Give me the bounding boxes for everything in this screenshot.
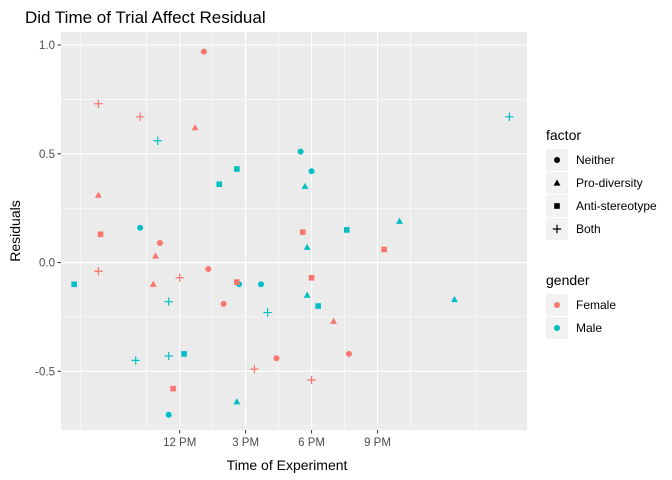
legend-label: Neither <box>576 153 615 167</box>
legend-label: Pro-diversity <box>576 176 643 190</box>
legend-key-symbol <box>554 157 560 163</box>
x-axis-title: Time of Experiment <box>227 457 348 473</box>
data-point <box>175 273 184 282</box>
data-point <box>191 124 199 131</box>
data-point <box>164 351 173 361</box>
data-point <box>135 112 145 122</box>
legend-key-symbol <box>554 302 560 308</box>
legend-label: Anti-stereotype <box>576 199 657 213</box>
data-point <box>97 231 104 238</box>
data-point <box>308 168 315 175</box>
data-point <box>71 281 77 288</box>
data-point <box>273 355 280 362</box>
chart-title: Did Time of Trial Affect Residual <box>25 8 266 27</box>
data-point <box>149 280 157 287</box>
data-point <box>263 308 272 317</box>
data-point <box>94 267 103 276</box>
legend-key-symbol <box>554 325 560 331</box>
legends: factor Neither Pro-diversity Anti-stereotyp… <box>546 127 657 339</box>
x-tick-label: 12 PM <box>163 437 196 449</box>
x-tick-label: 9 PM <box>364 437 391 449</box>
data-point <box>301 182 309 190</box>
data-point <box>94 191 102 198</box>
data-point <box>308 274 315 281</box>
legend-title: factor <box>546 127 581 143</box>
y-tick-label: 0.5 <box>39 149 55 161</box>
data-point <box>381 246 387 253</box>
data-point <box>205 266 212 273</box>
data-point <box>94 99 103 108</box>
legend-label: Male <box>576 321 602 335</box>
data-point <box>216 181 223 188</box>
data-point <box>165 411 172 418</box>
data-point <box>234 166 240 172</box>
data-point <box>250 364 259 374</box>
data-point <box>152 252 159 259</box>
data-point <box>315 303 321 309</box>
data-point <box>451 295 458 303</box>
data-point <box>137 224 144 231</box>
data-point <box>299 229 306 235</box>
data-point <box>200 48 207 55</box>
data-point <box>505 112 514 122</box>
legend-label: Both <box>576 222 601 236</box>
legend-key-symbol <box>552 224 562 234</box>
data-point <box>345 350 352 357</box>
legend-key-symbol <box>553 179 561 186</box>
data-point <box>303 243 311 250</box>
data-point <box>396 217 403 224</box>
data-point <box>233 398 241 405</box>
data-point <box>330 317 337 324</box>
major-gridlines <box>61 32 527 430</box>
data-point <box>220 300 227 307</box>
y-tick-label: 1.0 <box>39 40 55 52</box>
y-axis-title: Residuals <box>7 200 23 261</box>
data-point <box>164 297 173 306</box>
data-point <box>156 239 163 246</box>
y-tick-label: -0.5 <box>35 366 55 378</box>
data-point <box>258 281 265 288</box>
x-tick-label: 6 PM <box>298 437 325 449</box>
data-point <box>303 291 311 298</box>
data-point <box>343 227 350 233</box>
legend-key-symbol <box>554 203 560 209</box>
data-point <box>297 148 304 155</box>
y-tick-label: 0.0 <box>39 258 55 270</box>
data-point <box>170 385 176 392</box>
plot-panel <box>61 32 527 430</box>
data-point <box>153 136 162 145</box>
data-point <box>307 375 316 385</box>
data-points <box>71 48 514 418</box>
data-point <box>131 356 140 365</box>
data-point <box>181 351 187 357</box>
data-point <box>234 279 240 285</box>
axis-ticks: 12 PM 3 PM 6 PM 9 PM -0.5 0.0 0.5 1.0 <box>35 40 391 449</box>
x-tick-label: 3 PM <box>232 437 259 449</box>
legend-title: gender <box>546 272 590 288</box>
legend-label: Female <box>576 298 616 312</box>
